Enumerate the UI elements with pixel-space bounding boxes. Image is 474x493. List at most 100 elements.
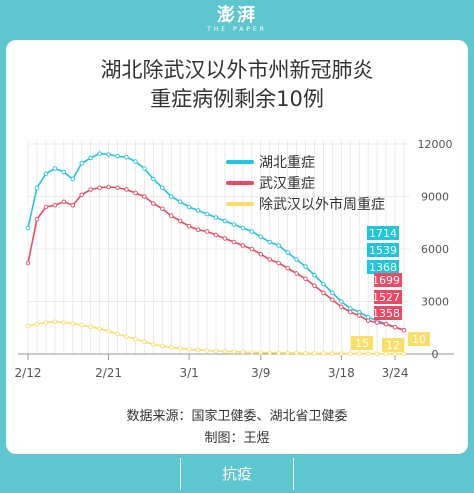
data-point — [70, 176, 76, 182]
data-point — [61, 199, 67, 204]
data-point — [258, 251, 264, 257]
data-point — [97, 326, 102, 331]
data-point — [43, 204, 49, 210]
legend-label: 武汉重症 — [259, 176, 315, 192]
end-label-box — [351, 336, 373, 350]
data-point — [303, 264, 308, 269]
data-point — [240, 243, 246, 248]
data-point — [177, 346, 183, 351]
data-point — [151, 342, 156, 347]
data-point — [303, 276, 308, 281]
data-point — [356, 351, 362, 356]
data-point — [392, 325, 398, 330]
y-axis-ticks: 12000 9000 6000 3000 0 — [418, 138, 453, 361]
end-label: 1368 — [367, 260, 399, 274]
end-label-text: 1539 — [369, 244, 397, 257]
data-point — [34, 216, 40, 222]
data-point — [231, 349, 237, 354]
data-point — [222, 218, 228, 224]
logo-text: 澎湃 — [217, 5, 257, 26]
legend-label: 除武汉以外市周重症 — [259, 196, 385, 213]
title-line-1: 湖北除武汉以外市州新冠肺炎 — [100, 58, 374, 82]
data-point — [142, 166, 147, 171]
end-label-box — [374, 273, 402, 287]
data-point — [61, 320, 67, 325]
end-label-text: 1368 — [369, 261, 397, 274]
data-point — [312, 272, 317, 278]
end-label-text: 15 — [355, 337, 369, 350]
end-label-box — [374, 290, 402, 304]
data-point — [204, 229, 210, 234]
y-tick-label: 0 — [432, 348, 439, 361]
chart-title: 湖北除武汉以外市州新冠肺炎 重症病例剩余10例 — [6, 56, 468, 114]
end-label-box — [408, 332, 430, 346]
data-point — [348, 309, 353, 315]
data-point — [88, 155, 93, 161]
data-point — [195, 347, 201, 353]
series-lines — [25, 151, 407, 357]
data-point — [240, 349, 246, 355]
data-point — [79, 192, 84, 197]
data-point — [276, 350, 281, 356]
data-point — [258, 234, 264, 239]
end-label-box — [374, 306, 402, 320]
data-point — [160, 206, 165, 211]
end-label: 1539 — [367, 243, 399, 257]
data-point — [267, 350, 272, 355]
data-point — [365, 351, 371, 356]
end-label-text: 10 — [412, 333, 426, 346]
data-point — [267, 239, 272, 245]
end-label: 1358 — [372, 306, 402, 320]
data-point — [321, 290, 326, 295]
data-point — [25, 225, 31, 231]
data-point — [339, 304, 344, 310]
data-point — [106, 184, 111, 190]
end-label-box — [382, 338, 404, 352]
y-tick-label: 12000 — [418, 138, 453, 151]
data-point — [374, 351, 380, 356]
data-point — [312, 283, 317, 288]
horizontal-grid — [28, 143, 410, 302]
end-label: 12 — [382, 338, 404, 352]
data-point — [204, 348, 210, 353]
data-point — [106, 152, 111, 157]
data-point — [276, 260, 281, 266]
data-point — [330, 290, 335, 295]
data-point — [276, 243, 281, 248]
data-point — [258, 350, 264, 355]
data-point — [294, 350, 299, 356]
data-point — [339, 351, 344, 356]
data-point — [177, 199, 183, 204]
data-point — [339, 299, 344, 304]
data-point — [61, 169, 67, 175]
data-point — [231, 239, 237, 245]
data-point — [177, 218, 183, 224]
data-point — [294, 257, 299, 262]
chart-card: 湖北除武汉以外市州新冠肺炎 重症病例剩余10例 2/12 2/21 3/1 3/9 3/… — [6, 40, 468, 454]
x-tick-label: 3/24 — [382, 366, 409, 380]
data-point — [204, 211, 210, 217]
data-point — [249, 229, 255, 234]
series-2 — [25, 184, 407, 333]
end-label-text: 1714 — [369, 227, 397, 240]
data-point — [106, 329, 111, 334]
y-tick-label: 6000 — [421, 243, 449, 256]
data-point — [249, 246, 255, 252]
data-point — [88, 187, 93, 192]
end-label-text: 1699 — [372, 274, 400, 287]
data-point — [401, 351, 407, 357]
source-note: 数据来源：国家卫健委、湖北省卫健委 — [126, 409, 348, 424]
data-point — [365, 318, 371, 324]
logo-subtext: THE PAPER — [207, 26, 267, 33]
data-point — [43, 171, 49, 176]
data-point — [97, 185, 102, 190]
data-point — [213, 232, 219, 238]
data-point — [133, 190, 138, 196]
y-tick-label: 9000 — [421, 191, 449, 204]
data-point — [168, 345, 174, 350]
data-point — [285, 250, 290, 255]
data-point — [142, 339, 147, 345]
title-line-2: 重症病例剩余10例 — [150, 87, 324, 111]
vertical-grid — [27, 140, 405, 354]
